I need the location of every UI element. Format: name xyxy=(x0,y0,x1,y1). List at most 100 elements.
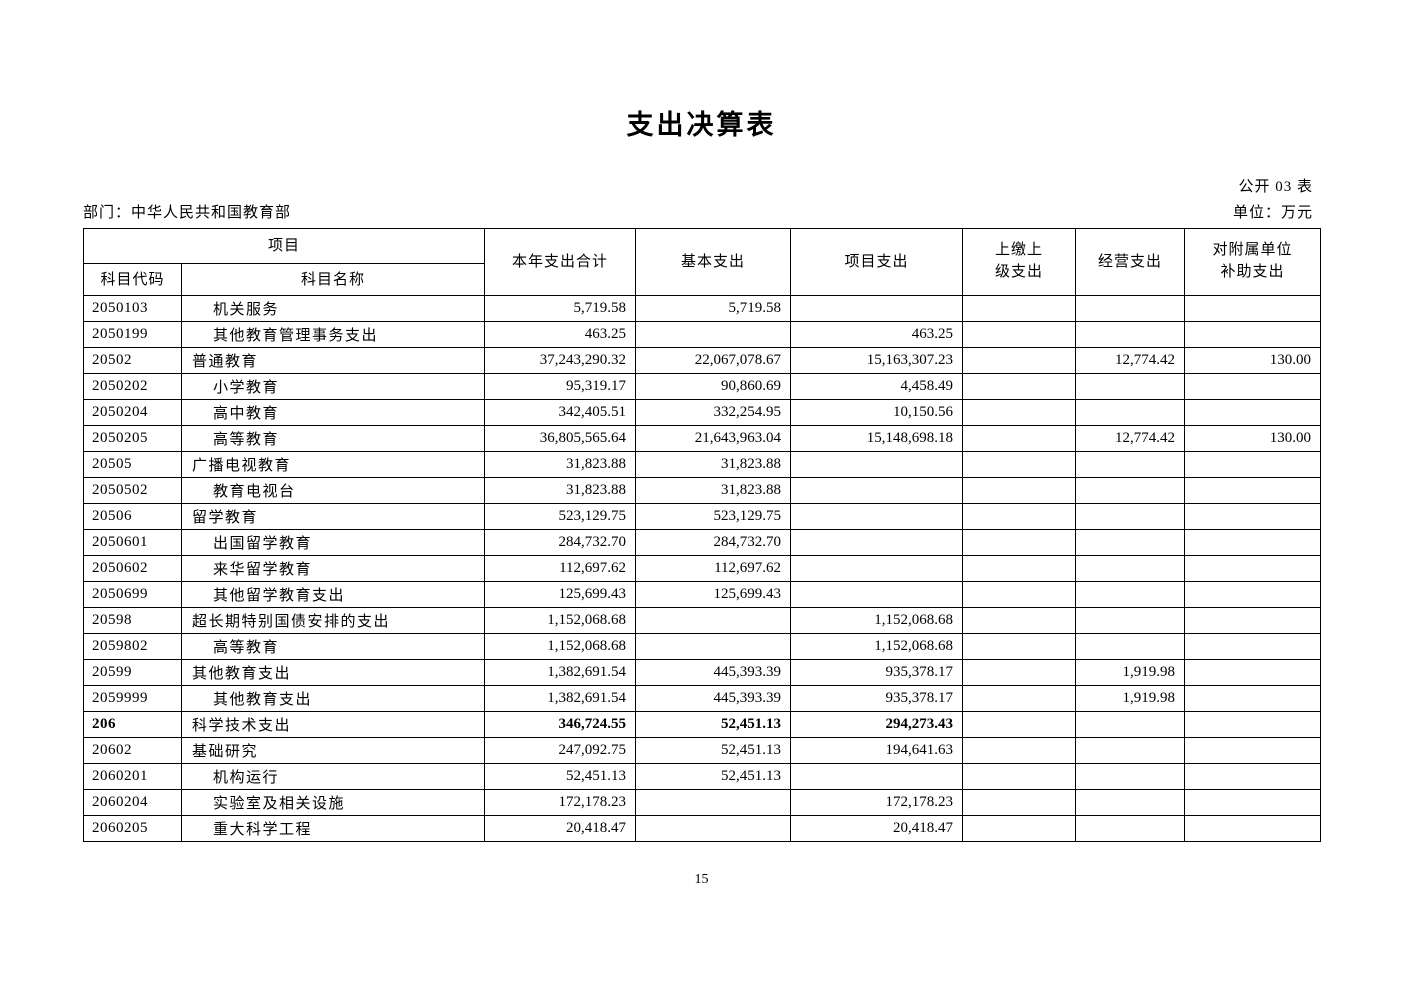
value-cell xyxy=(1184,451,1322,478)
subject-name-cell: 科学技术支出 xyxy=(180,711,486,738)
value-cell: 1,382,691.54 xyxy=(484,685,637,712)
value-cell xyxy=(790,477,964,504)
value-cell xyxy=(962,815,1077,842)
value-cell: 95,319.17 xyxy=(484,373,637,400)
value-cell xyxy=(1075,321,1186,348)
subject-name-cell: 机关服务 xyxy=(180,295,486,322)
subject-name-cell: 高中教育 xyxy=(180,399,486,426)
value-cell xyxy=(1075,503,1186,530)
value-cell: 112,697.62 xyxy=(635,555,792,582)
value-cell xyxy=(790,503,964,530)
value-cell xyxy=(962,399,1077,426)
value-cell: 125,699.43 xyxy=(484,581,637,608)
value-cell: 463.25 xyxy=(790,321,964,348)
value-cell: 21,643,963.04 xyxy=(635,425,792,452)
header-upturned: 上缴上 级支出 xyxy=(962,228,1077,296)
subject-name-cell: 出国留学教育 xyxy=(180,529,486,556)
subject-code-cell: 2050202 xyxy=(83,373,182,400)
value-cell: 172,178.23 xyxy=(790,789,964,816)
subject-code-cell: 206 xyxy=(83,711,182,738)
value-cell xyxy=(1075,477,1186,504)
subject-code-cell: 20506 xyxy=(83,503,182,530)
subject-code-cell: 20502 xyxy=(83,347,182,374)
subject-name-cell: 普通教育 xyxy=(180,347,486,374)
value-cell xyxy=(1184,815,1322,842)
value-cell xyxy=(1184,711,1322,738)
table-row: 2050202 小学教育 95,319.17 90,860.69 4,458.49 xyxy=(83,373,1322,400)
value-cell xyxy=(1075,815,1186,842)
value-cell xyxy=(962,373,1077,400)
subject-code-cell: 2059999 xyxy=(83,685,182,712)
value-cell xyxy=(1075,295,1186,322)
subject-name-cell: 机构运行 xyxy=(180,763,486,790)
value-cell: 15,163,307.23 xyxy=(790,347,964,374)
table-row: 20599 其他教育支出 1,382,691.54 445,393.39 935,378… xyxy=(83,659,1322,686)
value-cell: 523,129.75 xyxy=(635,503,792,530)
subject-code-cell: 20505 xyxy=(83,451,182,478)
value-cell xyxy=(962,581,1077,608)
value-cell xyxy=(962,607,1077,634)
header-project-expense: 项目支出 xyxy=(790,228,964,296)
value-cell xyxy=(962,295,1077,322)
subject-code-cell: 2059802 xyxy=(83,633,182,660)
table-header: 项目 本年支出合计 基本支出 项目支出 上缴上 级支出 经营支出 对附属单位 补… xyxy=(82,228,1322,296)
meta-row: 部门：中华人民共和国教育部 单位：万元 xyxy=(83,201,1313,222)
value-cell xyxy=(1184,581,1322,608)
subject-name-cell: 留学教育 xyxy=(180,503,486,530)
value-cell xyxy=(1184,399,1322,426)
value-cell xyxy=(1184,555,1322,582)
subject-name-cell: 其他教育支出 xyxy=(180,659,486,686)
table-code-label: 公开 03 表 xyxy=(1238,179,1313,195)
value-cell xyxy=(962,425,1077,452)
table-row: 20505 广播电视教育 31,823.88 31,823.88 xyxy=(83,451,1322,478)
subject-name-cell: 高等教育 xyxy=(180,425,486,452)
value-cell xyxy=(790,295,964,322)
value-cell xyxy=(1184,321,1322,348)
table-row: 20598 超长期特别国债安排的支出 1,152,068.68 1,152,068.6… xyxy=(83,607,1322,634)
value-cell xyxy=(1184,659,1322,686)
value-cell: 1,152,068.68 xyxy=(484,633,637,660)
value-cell: 1,382,691.54 xyxy=(484,659,637,686)
subject-code-cell: 2050103 xyxy=(83,295,182,322)
table-body: 2050103 机关服务 5,719.58 5,719.58 2050199 其他教育管理… xyxy=(83,295,1322,842)
value-cell xyxy=(1075,789,1186,816)
value-cell: 4,458.49 xyxy=(790,373,964,400)
value-cell: 1,919.98 xyxy=(1075,659,1186,686)
table-row: 2050601 出国留学教育 284,732.70 284,732.70 xyxy=(83,529,1322,556)
header-basic: 基本支出 xyxy=(635,228,792,296)
subject-code-cell: 2060201 xyxy=(83,763,182,790)
value-cell xyxy=(1184,685,1322,712)
value-cell xyxy=(635,815,792,842)
value-cell xyxy=(1184,529,1322,556)
subject-code-cell: 2050601 xyxy=(83,529,182,556)
value-cell: 935,378.17 xyxy=(790,659,964,686)
value-cell: 247,092.75 xyxy=(484,737,637,764)
table-row: 20502 普通教育 37,243,290.32 22,067,078.67 15,16… xyxy=(83,347,1322,374)
header-total: 本年支出合计 xyxy=(484,228,637,296)
table-row: 206 科学技术支出 346,724.55 52,451.13 294,273.43 xyxy=(83,711,1322,738)
subject-name-cell: 高等教育 xyxy=(180,633,486,660)
table-row: 20506 留学教育 523,129.75 523,129.75 xyxy=(83,503,1322,530)
value-cell xyxy=(1184,633,1322,660)
value-cell: 10,150.56 xyxy=(790,399,964,426)
table-row: 2050602 来华留学教育 112,697.62 112,697.62 xyxy=(83,555,1322,582)
value-cell xyxy=(1184,737,1322,764)
value-cell: 935,378.17 xyxy=(790,685,964,712)
value-cell xyxy=(962,711,1077,738)
table-row: 20602 基础研究 247,092.75 52,451.13 194,641.63 xyxy=(83,737,1322,764)
subject-code-cell: 2050205 xyxy=(83,425,182,452)
value-cell xyxy=(962,737,1077,764)
subject-code-cell: 20598 xyxy=(83,607,182,634)
value-cell: 1,152,068.68 xyxy=(790,633,964,660)
value-cell xyxy=(962,321,1077,348)
value-cell: 20,418.47 xyxy=(790,815,964,842)
value-cell: 342,405.51 xyxy=(484,399,637,426)
table-row: 2050502 教育电视台 31,823.88 31,823.88 xyxy=(83,477,1322,504)
table-row: 2059802 高等教育 1,152,068.68 1,152,068.68 xyxy=(83,633,1322,660)
value-cell xyxy=(962,503,1077,530)
value-cell: 463.25 xyxy=(484,321,637,348)
value-cell: 294,273.43 xyxy=(790,711,964,738)
value-cell: 523,129.75 xyxy=(484,503,637,530)
value-cell xyxy=(962,659,1077,686)
value-cell: 445,393.39 xyxy=(635,685,792,712)
